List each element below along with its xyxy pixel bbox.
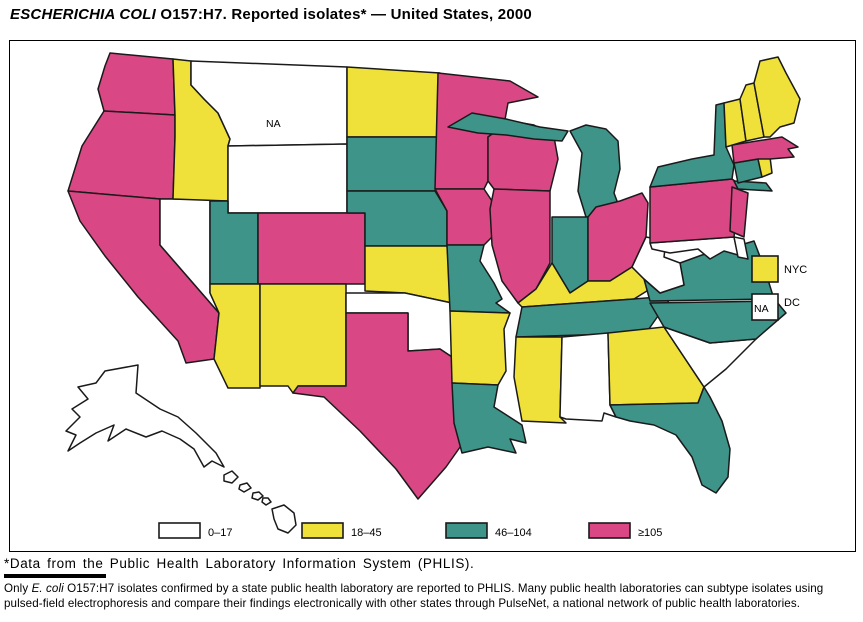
state-UT bbox=[209, 200, 259, 285]
title-italic-part: ESCHERICHIA COLI bbox=[10, 6, 156, 23]
page-title: ESCHERICHIA COLI O157:H7. Reported isola… bbox=[10, 6, 532, 23]
footnote-divider-rule bbox=[4, 574, 106, 578]
us-map-svg: NA NYC NA DC 0–17 18–45 46–104 ≥105 bbox=[65, 52, 807, 539]
legend-swatch-≥105 bbox=[588, 522, 631, 539]
state-NY bbox=[649, 102, 773, 192]
state-ME bbox=[753, 56, 801, 138]
dc-legend-na-text: NA bbox=[754, 303, 769, 315]
range-legend: 0–17 18–45 46–104 ≥105 bbox=[158, 522, 662, 539]
nyc-legend-swatch bbox=[751, 255, 779, 283]
state-TX bbox=[292, 312, 481, 500]
city-legend: NYC NA DC bbox=[751, 255, 807, 321]
footnote-detail-italic: E. coli bbox=[31, 582, 64, 595]
state-AK bbox=[65, 364, 225, 468]
state-AR bbox=[449, 310, 511, 386]
state-FL bbox=[609, 386, 731, 494]
state-AZ bbox=[209, 283, 261, 389]
state-LA bbox=[451, 382, 527, 454]
state-DE bbox=[733, 236, 749, 260]
state-IA bbox=[434, 188, 493, 246]
legend-swatch-46–104 bbox=[445, 522, 488, 539]
montana-na-label: NA bbox=[266, 118, 281, 130]
state-PA bbox=[649, 178, 741, 244]
state-MA bbox=[731, 136, 799, 164]
state-CO bbox=[257, 212, 366, 285]
state-MS bbox=[513, 336, 567, 424]
legend-label-≥105: ≥105 bbox=[638, 527, 662, 539]
footnote-detail-post: O157:H7 isolates confirmed by a state pu… bbox=[4, 582, 824, 611]
nyc-legend-label: NYC bbox=[784, 264, 807, 276]
dc-legend-swatch bbox=[751, 293, 779, 321]
us-choropleth-map-figure: NA NYC NA DC 0–17 18–45 46–104 ≥105 bbox=[9, 40, 856, 552]
legend-label-18–45: 18–45 bbox=[351, 527, 382, 539]
footnote-detail: Only E. coli O157:H7 isolates confirmed … bbox=[4, 581, 856, 612]
footnote-phlis: *Data from the Public Health Laboratory … bbox=[4, 556, 475, 571]
state-OR bbox=[67, 110, 176, 200]
states-layer bbox=[65, 52, 801, 534]
legend-swatch-0–17 bbox=[158, 522, 201, 539]
state-AL bbox=[559, 332, 617, 422]
state-NJ bbox=[729, 186, 749, 238]
state-SD bbox=[346, 136, 443, 192]
footnote-detail-pre: Only bbox=[4, 582, 32, 595]
state-HI bbox=[223, 470, 297, 534]
legend-label-0–17: 0–17 bbox=[208, 527, 232, 539]
state-NM bbox=[259, 283, 347, 394]
title-rest-part: O157:H7. Reported isolates* — United Sta… bbox=[156, 6, 532, 23]
legend-label-46–104: 46–104 bbox=[495, 527, 532, 539]
dc-legend-label: DC bbox=[784, 297, 800, 309]
state-WA bbox=[97, 52, 176, 116]
legend-swatch-18–45 bbox=[301, 522, 344, 539]
state-WY bbox=[227, 143, 348, 214]
state-ND bbox=[346, 66, 441, 138]
